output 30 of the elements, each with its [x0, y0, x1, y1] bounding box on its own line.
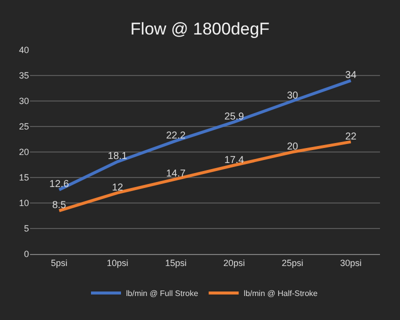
data-label: 22.2	[166, 130, 186, 142]
data-label: 14.7	[166, 168, 186, 180]
chart-title: Flow @ 1800degF	[130, 19, 270, 38]
x-tick-label: 10psi	[106, 258, 128, 268]
y-tick-label: 15	[18, 172, 29, 183]
legend-label: lb/min @ Half-Stroke	[244, 289, 318, 298]
y-tick-label: 30	[18, 96, 29, 106]
y-tick-label: 20	[18, 147, 29, 158]
data-label: 12	[112, 182, 124, 194]
x-tick-label: 5psi	[50, 258, 68, 268]
x-tick-label: 20psi	[223, 258, 245, 268]
data-label: 8.5	[52, 200, 67, 212]
data-label: 18.1	[108, 151, 128, 162]
y-tick-label: 5	[24, 224, 29, 234]
data-label: 20	[286, 142, 298, 152]
y-tick-label: 40	[18, 45, 29, 56]
legend-label: lb/min @ Full Stroke	[126, 289, 199, 298]
y-tick-label: 0	[24, 249, 29, 260]
data-label: 30	[286, 90, 298, 102]
data-label: 22	[345, 131, 357, 142]
x-tick-label: 25psi	[282, 258, 304, 268]
y-tick-label: 25	[18, 122, 29, 132]
x-tick-label: 15psi	[165, 258, 187, 268]
data-label: 34	[345, 70, 357, 82]
x-tick-label: 30psi	[340, 258, 362, 268]
y-tick-label: 35	[18, 70, 29, 81]
data-label: 25.9	[224, 111, 244, 122]
y-tick-label: 10	[18, 198, 29, 208]
data-label: 12.6	[49, 179, 70, 190]
data-label: 17.4	[224, 154, 244, 166]
